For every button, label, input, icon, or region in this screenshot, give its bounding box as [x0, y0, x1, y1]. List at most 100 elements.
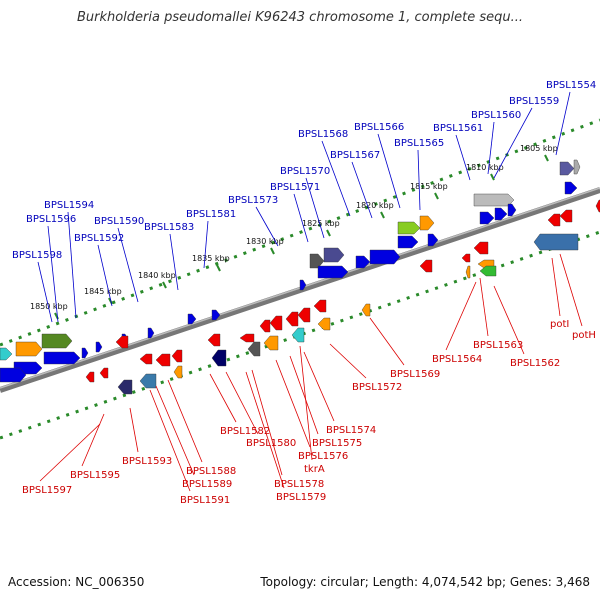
reverse-gene-arrow[interactable] — [473, 241, 489, 255]
reverse-gene-label[interactable]: BPSL1593 — [122, 456, 172, 467]
forward-gene-arrow[interactable] — [15, 341, 43, 357]
forward-gene-arrow[interactable] — [211, 309, 221, 321]
forward-gene-arrow[interactable] — [309, 253, 325, 269]
reverse-gene-arrow[interactable] — [291, 327, 305, 343]
forward-gene-label[interactable]: BPSL1565 — [394, 138, 444, 149]
reverse-gene-label[interactable]: BPSL1574 — [326, 425, 376, 436]
forward-gene-arrow[interactable] — [564, 181, 578, 195]
reverse-gene-label[interactable]: BPSL1588 — [186, 466, 236, 477]
reverse-gene-arrow[interactable] — [155, 353, 171, 367]
forward-gene-label[interactable]: BPSL1598 — [12, 250, 62, 261]
reverse-gene-label[interactable]: BPSL1572 — [352, 382, 402, 393]
reverse-gene-label[interactable]: BPSL1589 — [182, 479, 232, 490]
forward-gene-arrow[interactable] — [369, 249, 401, 265]
reverse-gene-arrow[interactable] — [533, 233, 579, 251]
forward-gene-arrow[interactable] — [473, 193, 515, 207]
forward-gene-arrow[interactable] — [427, 233, 439, 247]
forward-gene-arrow[interactable] — [81, 347, 89, 359]
reverse-gene-arrow[interactable] — [313, 299, 327, 313]
reverse-gene-arrow[interactable] — [595, 199, 600, 213]
reverse-gene-arrow[interactable] — [211, 349, 227, 367]
forward-gene-label[interactable]: BPSL1566 — [354, 122, 404, 133]
reverse-gene-arrow[interactable] — [139, 373, 157, 389]
forward-gene-arrow[interactable] — [494, 207, 508, 221]
forward-gene-arrow[interactable] — [0, 367, 27, 383]
forward-gene-label[interactable]: BPSL1581 — [186, 209, 236, 220]
forward-gene-arrow[interactable] — [397, 235, 419, 249]
reverse-gene-label[interactable]: BPSL1575 — [312, 438, 362, 449]
forward-gene-label[interactable]: BPSL1592 — [74, 233, 124, 244]
reverse-gene-arrow[interactable] — [419, 259, 433, 273]
forward-gene-arrow[interactable] — [559, 161, 575, 176]
reverse-gene-arrow[interactable] — [465, 265, 471, 279]
reverse-gene-arrow[interactable] — [173, 365, 183, 379]
reverse-gene-label[interactable]: potI — [550, 319, 569, 330]
forward-gene-label[interactable]: BPSL1583 — [144, 222, 194, 233]
reverse-gene-label[interactable]: BPSL1597 — [22, 485, 72, 496]
forward-gene-arrow[interactable] — [299, 279, 307, 291]
reverse-gene-arrow[interactable] — [479, 265, 497, 277]
reverse-gene-label[interactable]: BPSL1582 — [220, 426, 270, 437]
reverse-gene-arrow[interactable] — [361, 303, 371, 317]
reverse-gene-arrow[interactable] — [317, 317, 331, 331]
reverse-gene-arrow[interactable] — [171, 349, 183, 363]
reverse-gene-arrow[interactable] — [115, 335, 129, 349]
forward-gene-label[interactable]: BPSL1594 — [44, 200, 94, 211]
reverse-genes[interactable] — [85, 199, 600, 395]
reverse-gene-arrow[interactable] — [239, 333, 255, 343]
reverse-gene-arrow[interactable] — [297, 307, 311, 323]
forward-gene-arrow[interactable] — [507, 203, 517, 217]
reverse-gene-label[interactable]: tkrA — [304, 464, 325, 475]
forward-gene-arrow[interactable] — [479, 211, 495, 225]
forward-gene-label[interactable]: BPSL1567 — [330, 150, 380, 161]
reverse-gene-label[interactable]: BPSL1580 — [246, 438, 296, 449]
reverse-gene-arrow[interactable] — [139, 353, 153, 365]
forward-gene-arrow[interactable] — [43, 351, 81, 365]
forward-gene-arrow[interactable] — [397, 221, 421, 235]
reverse-gene-label[interactable]: BPSL1569 — [390, 369, 440, 380]
reverse-gene-label[interactable]: BPSL1563 — [473, 340, 523, 351]
forward-gene-label[interactable]: BPSL1559 — [509, 96, 559, 107]
reverse-gene-arrow[interactable] — [269, 315, 283, 331]
forward-gene-label[interactable]: BPSL1590 — [94, 216, 144, 227]
forward-gene-label[interactable]: BPSL1596 — [26, 214, 76, 225]
reverse-gene-label[interactable]: BPSL1591 — [180, 495, 230, 506]
reverse-gene-arrow[interactable] — [85, 371, 95, 383]
reverse-gene-arrow[interactable] — [99, 367, 109, 379]
reverse-gene-arrow[interactable] — [285, 311, 299, 327]
reverse-gene-arrow[interactable] — [559, 209, 573, 223]
forward-gene-arrow[interactable] — [317, 265, 349, 279]
reverse-gene-arrow[interactable] — [117, 379, 133, 395]
forward-gene-arrow[interactable] — [323, 247, 345, 263]
reverse-gene-arrow[interactable] — [207, 333, 221, 347]
reverse-gene-arrow[interactable] — [263, 335, 279, 351]
forward-gene-arrow[interactable] — [187, 313, 197, 325]
reverse-gene-label[interactable]: BPSL1564 — [432, 354, 482, 365]
forward-gene-label[interactable]: BPSL1570 — [280, 166, 330, 177]
forward-gene-arrow[interactable] — [95, 341, 103, 353]
reverse-gene-arrow[interactable] — [259, 319, 271, 333]
forward-gene-arrow[interactable] — [0, 347, 13, 361]
forward-gene-arrow[interactable] — [355, 255, 371, 269]
reverse-gene-label[interactable]: BPSL1562 — [510, 358, 560, 369]
reverse-gene-arrow[interactable] — [461, 253, 471, 263]
forward-gene-arrow[interactable] — [573, 159, 581, 175]
forward-gene-arrow[interactable] — [41, 333, 73, 349]
forward-gene-label[interactable]: BPSL1560 — [471, 110, 521, 121]
forward-gene-label[interactable]: BPSL1573 — [228, 195, 278, 206]
forward-gene-label[interactable]: BPSL1554 — [546, 80, 596, 91]
forward-genes[interactable] — [0, 159, 581, 383]
forward-gene-label[interactable]: BPSL1568 — [298, 129, 348, 140]
reverse-gene-label[interactable]: BPSL1595 — [70, 470, 120, 481]
forward-gene-arrow[interactable] — [419, 215, 435, 231]
reverse-gene-label[interactable]: potH — [572, 330, 596, 341]
forward-gene-label[interactable]: BPSL1561 — [433, 123, 483, 134]
reverse-gene-arrow[interactable] — [247, 341, 261, 357]
forward-gene-arrow[interactable] — [147, 327, 155, 339]
reverse-gene-label[interactable]: BPSL1579 — [276, 492, 326, 503]
reverse-gene-arrow[interactable] — [547, 213, 561, 227]
forward-gene-label[interactable]: BPSL1571 — [270, 182, 320, 193]
reverse-gene-label[interactable]: BPSL1576 — [298, 451, 348, 462]
reverse-gene-label[interactable]: BPSL1578 — [274, 479, 324, 490]
